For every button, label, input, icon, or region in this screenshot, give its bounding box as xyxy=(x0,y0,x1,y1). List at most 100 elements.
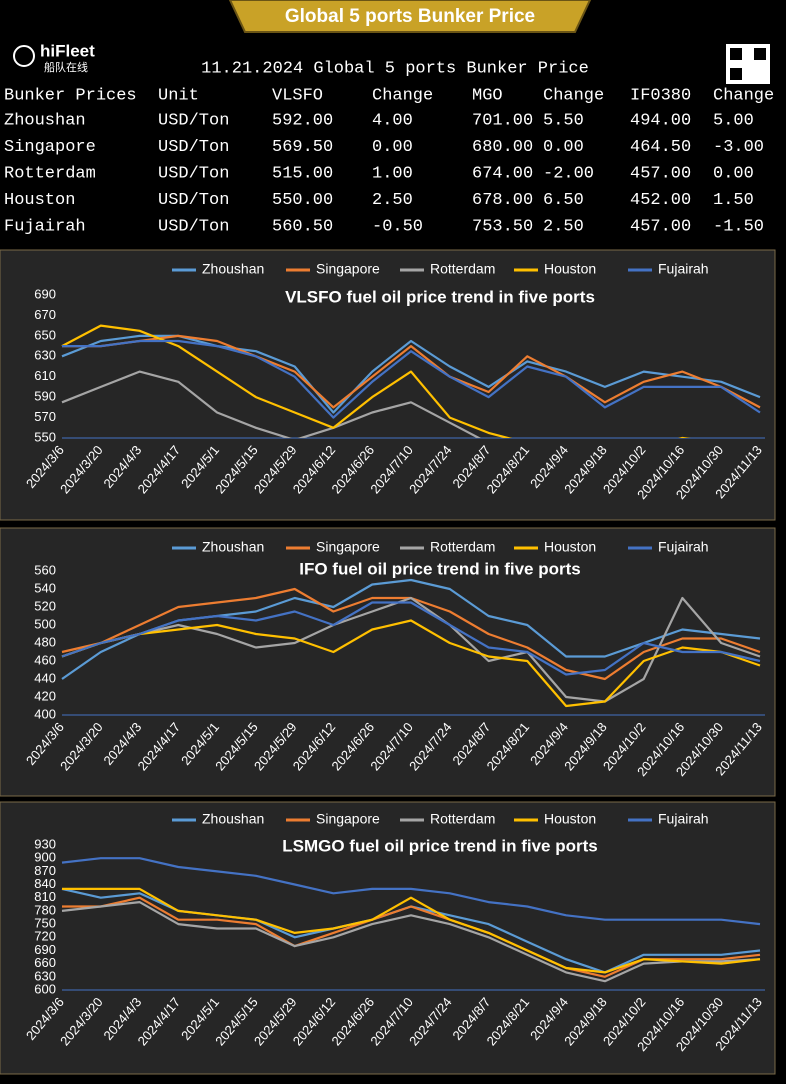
qr-mark xyxy=(754,48,766,60)
y-tick-label: 520 xyxy=(34,598,56,613)
table-cell: USD/Ton xyxy=(158,138,229,157)
page-title: Global 5 ports Bunker Price xyxy=(285,6,535,27)
qr-mark xyxy=(730,48,742,60)
y-tick-label: 480 xyxy=(34,634,56,649)
change-cell: -3.00 xyxy=(713,138,764,157)
y-tick-label: 930 xyxy=(34,836,56,851)
chart-panel xyxy=(0,801,776,1075)
series-line xyxy=(61,901,761,983)
table-cell: USD/Ton xyxy=(158,111,229,130)
y-tick-label: 840 xyxy=(34,876,56,891)
table-cell: 753.50 xyxy=(472,217,533,236)
legend-label: Houston xyxy=(544,811,596,827)
logo: hiFleet xyxy=(40,41,95,60)
y-tick-label: 650 xyxy=(34,327,56,342)
change-cell: -1.50 xyxy=(713,217,764,236)
legend-label: Zhoushan xyxy=(202,261,264,277)
legend-label: Zhoushan xyxy=(202,811,264,827)
column-header: MGO xyxy=(472,86,503,105)
table-cell: 569.50 xyxy=(272,138,333,157)
chart-title: LSMGO fuel oil price trend in five ports xyxy=(282,836,597,855)
change-cell: 5.00 xyxy=(713,111,754,130)
legend-label: Houston xyxy=(544,539,596,555)
table-cell: Fujairah xyxy=(4,217,86,236)
change-cell: 0.00 xyxy=(372,138,413,157)
y-tick-label: 690 xyxy=(34,286,56,301)
legend-label: Fujairah xyxy=(658,811,709,827)
table-cell: 550.00 xyxy=(272,191,333,210)
table-cell: 680.00 xyxy=(472,138,533,157)
table-cell: 592.00 xyxy=(272,111,333,130)
table-cell: 464.50 xyxy=(630,138,691,157)
table-cell: 678.00 xyxy=(472,191,533,210)
legend-label: Fujairah xyxy=(658,261,709,277)
column-header: Change xyxy=(713,86,774,105)
column-header: Unit xyxy=(158,86,199,105)
series-line xyxy=(61,596,761,703)
y-tick-label: 810 xyxy=(34,889,56,904)
change-cell: 1.00 xyxy=(372,164,413,183)
y-tick-label: 420 xyxy=(34,688,56,703)
legend-label: Rotterdam xyxy=(430,539,495,555)
change-cell: 0.00 xyxy=(543,138,584,157)
column-header: IF0380 xyxy=(630,86,691,105)
column-header: Change xyxy=(543,86,604,105)
table-cell: USD/Ton xyxy=(158,217,229,236)
change-cell: 2.50 xyxy=(372,191,413,210)
legend-label: Rotterdam xyxy=(430,261,495,277)
table-cell: 494.00 xyxy=(630,111,691,130)
y-tick-label: 460 xyxy=(34,652,56,667)
series-line xyxy=(62,334,761,409)
column-header: VLSFO xyxy=(272,86,323,105)
table-cell: Singapore xyxy=(4,138,96,157)
series-line xyxy=(61,857,761,926)
series-line xyxy=(61,601,761,676)
chart-panel xyxy=(0,527,776,797)
change-cell: 5.50 xyxy=(543,111,584,130)
column-header: Change xyxy=(372,86,433,105)
legend-label: Singapore xyxy=(316,261,380,277)
y-tick-label: 550 xyxy=(34,429,56,444)
change-cell: 4.00 xyxy=(372,111,413,130)
table-cell: Houston xyxy=(4,191,75,210)
legend-label: Zhoushan xyxy=(202,539,264,555)
y-tick-label: 590 xyxy=(34,389,56,404)
y-tick-label: 540 xyxy=(34,580,56,595)
table-cell: 515.00 xyxy=(272,164,333,183)
table-cell: Rotterdam xyxy=(4,164,96,183)
table-cell: 560.50 xyxy=(272,217,333,236)
y-tick-label: 630 xyxy=(34,348,56,363)
legend-label: Rotterdam xyxy=(430,811,495,827)
y-tick-label: 900 xyxy=(34,850,56,865)
y-tick-label: 440 xyxy=(34,670,56,685)
legend-label: Singapore xyxy=(316,539,380,555)
table-cell: 457.00 xyxy=(630,217,691,236)
title-bar xyxy=(228,0,592,33)
table-cell: Zhoushan xyxy=(4,111,86,130)
y-tick-label: 560 xyxy=(34,562,56,577)
logo-icon xyxy=(13,45,35,67)
y-tick-label: 600 xyxy=(34,981,56,996)
y-tick-label: 400 xyxy=(34,706,56,721)
series-line xyxy=(62,339,761,419)
y-tick-label: 750 xyxy=(34,916,56,931)
legend-label: Fujairah xyxy=(658,539,709,555)
y-tick-label: 630 xyxy=(34,968,56,983)
change-cell: 2.50 xyxy=(543,217,584,236)
series-line xyxy=(61,370,482,438)
chart-panel xyxy=(0,249,776,521)
table-cell: USD/Ton xyxy=(158,164,229,183)
column-header: Bunker Prices xyxy=(4,86,137,105)
qr-mark xyxy=(730,68,742,80)
change-cell: -2.00 xyxy=(543,164,594,183)
y-tick-label: 780 xyxy=(34,902,56,917)
subtitle: 11.21.2024 Global 5 ports Bunker Price xyxy=(201,59,589,78)
change-cell: -0.50 xyxy=(372,217,423,236)
table-cell: 674.00 xyxy=(472,164,533,183)
change-cell: 1.50 xyxy=(713,191,754,210)
y-tick-label: 670 xyxy=(34,307,56,322)
y-tick-label: 610 xyxy=(34,368,56,383)
legend-label: Houston xyxy=(544,261,596,277)
chart-title: IFO fuel oil price trend in five ports xyxy=(299,559,580,578)
